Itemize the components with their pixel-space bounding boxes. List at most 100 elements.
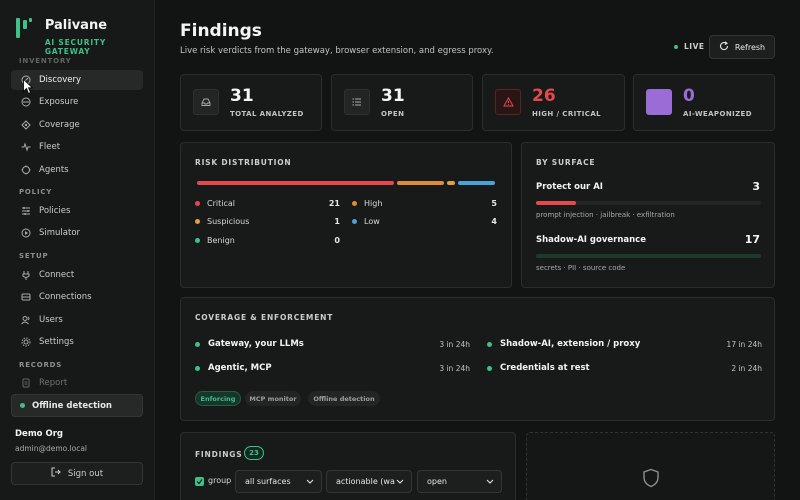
sidebar-item-report[interactable]: Report xyxy=(11,373,143,393)
sidebar-item-label: Report xyxy=(39,378,68,388)
sidebar-item-label: Users xyxy=(39,315,63,325)
live-indicator: LIVE xyxy=(674,42,705,51)
sidebar-item-users[interactable]: Users xyxy=(11,310,143,330)
mouse-cursor-icon xyxy=(23,79,33,95)
chevron-down-icon xyxy=(396,479,404,484)
stat-card-open[interactable]: 31 OPEN xyxy=(331,74,473,131)
legend-dot xyxy=(352,219,357,224)
legend-label: Benign xyxy=(207,236,235,245)
sidebar-item-fleet[interactable]: Fleet xyxy=(11,137,143,157)
stat-value: 0 xyxy=(683,86,695,106)
sign-out-label: Sign out xyxy=(67,468,104,479)
stat-label: TOTAL ANALYZED xyxy=(230,110,304,118)
coverage-item-agentic: Agentic, MCP 3 in 24h xyxy=(195,363,470,373)
legend-value: 4 xyxy=(491,217,497,226)
legend-label: Critical xyxy=(207,199,235,208)
chevron-down-icon xyxy=(306,479,314,484)
legend-item-benign: Benign 0 xyxy=(195,236,340,245)
state-filter-select[interactable]: open xyxy=(417,470,502,493)
settings-icon xyxy=(21,337,31,347)
stat-value: 31 xyxy=(230,86,254,106)
status-dot xyxy=(195,341,200,347)
surface-name-protect: Protect our AI xyxy=(536,182,603,192)
coverage-item-credentials: Credentials at rest 2 in 24h xyxy=(487,363,762,373)
surface-filter-select[interactable]: all surfaces xyxy=(235,470,322,493)
sidebar-item-policies[interactable]: Policies xyxy=(11,201,143,221)
coverage-value: 17 in 24h xyxy=(726,339,762,349)
sidebar-item-label: Exposure xyxy=(39,97,79,107)
pill-enforcing[interactable]: Enforcing xyxy=(195,391,241,406)
sidebar-item-connect[interactable]: Connect xyxy=(11,265,143,285)
check-icon xyxy=(196,479,203,485)
sidebar-item-label: Fleet xyxy=(39,142,61,152)
sidebar-item-label: Policies xyxy=(39,206,71,216)
group-checkbox[interactable] xyxy=(195,477,204,486)
sidebar-item-label: Agents xyxy=(39,165,69,175)
legend-item-critical: Critical 21 xyxy=(195,199,340,208)
sidebar-item-coverage[interactable]: Coverage xyxy=(11,115,143,135)
sidebar-item-label: Connections xyxy=(39,292,92,302)
sidebar-item-agents[interactable]: Agents xyxy=(11,160,143,180)
status-dot xyxy=(487,365,492,371)
offline-detection-label: Offline detection xyxy=(32,400,112,411)
stat-value: 26 xyxy=(532,86,556,106)
legend-value: 5 xyxy=(491,199,497,208)
sidebar-item-label: Settings xyxy=(39,337,74,347)
refresh-button[interactable]: Refresh xyxy=(709,35,775,59)
surface-fill-shadow xyxy=(536,254,761,258)
sidebar-item-exposure[interactable]: Exposure xyxy=(11,92,143,112)
sidebar-item-connections[interactable]: Connections xyxy=(11,287,143,307)
select-value: actionable (wa xyxy=(336,477,395,486)
select-value: all surfaces xyxy=(245,477,291,486)
section-label-records: RECORDS xyxy=(19,361,63,369)
stat-card-total[interactable]: 31 TOTAL ANALYZED xyxy=(180,74,322,131)
risk-bar-low xyxy=(458,181,495,185)
status-filter-select[interactable]: actionable (wa xyxy=(326,470,412,493)
sidebar-item-label: Connect xyxy=(39,270,75,280)
section-label-setup: SETUP xyxy=(19,252,49,260)
org-name: Demo Org xyxy=(15,429,63,439)
status-dot xyxy=(487,341,492,347)
stat-card-high-critical[interactable]: 26 HIGH / CRITICAL xyxy=(482,74,625,131)
legend-dot xyxy=(195,201,200,206)
org-email: admin@demo.local xyxy=(15,444,87,453)
legend-value: 21 xyxy=(328,199,340,208)
finding-detail-placeholder xyxy=(526,432,775,500)
status-dot xyxy=(195,365,200,371)
legend-item-suspicious: Suspicious 1 xyxy=(195,217,340,226)
coverage-item-shadow-ai: Shadow-AI, extension / proxy 17 in 24h xyxy=(487,339,762,349)
brand[interactable]: Palivane AI SECURITY GATEWAY xyxy=(16,18,154,56)
select-value: open xyxy=(427,477,447,486)
coverage-card: COVERAGE & ENFORCEMENT Gateway, your LLM… xyxy=(180,297,775,421)
risk-bar-critical xyxy=(197,181,394,185)
surface-fill-protect xyxy=(536,201,576,205)
coverage-value: 2 in 24h xyxy=(731,363,762,373)
brand-name: Palivane xyxy=(44,18,108,33)
sidebar-item-settings[interactable]: Settings xyxy=(11,332,143,352)
pill-mcp-monitor[interactable]: MCP monitor xyxy=(245,391,301,406)
refresh-label: Refresh xyxy=(734,42,766,52)
shield-icon xyxy=(643,468,659,488)
pill-offline-detection[interactable]: Offline detection xyxy=(308,391,380,406)
sidebar-item-label: Simulator xyxy=(39,228,81,238)
legend-label: Suspicious xyxy=(207,217,250,226)
sign-out-icon xyxy=(51,467,61,480)
coverage-value: 3 in 24h xyxy=(439,363,470,373)
exposure-icon xyxy=(21,97,31,107)
card-title: RISK DISTRIBUTION xyxy=(195,158,292,167)
sidebar: Palivane AI SECURITY GATEWAY INVENTORY D… xyxy=(0,0,155,500)
sidebar-item-label: Coverage xyxy=(39,120,80,130)
brand-logo-icon xyxy=(16,18,32,40)
surface-value-protect: 3 xyxy=(752,180,760,193)
sign-out-button[interactable]: Sign out xyxy=(11,462,143,485)
offline-detection-status[interactable]: Offline detection xyxy=(11,394,143,417)
legend-dot xyxy=(352,201,357,206)
sidebar-item-simulator[interactable]: Simulator xyxy=(11,223,143,243)
card-title: FINDINGS xyxy=(195,450,243,459)
policies-icon xyxy=(21,206,31,216)
stat-card-ai-weaponized[interactable]: 0 AI-WEAPONIZED xyxy=(633,74,775,131)
legend-dot xyxy=(195,238,200,243)
legend-item-low: Low 4 xyxy=(352,217,497,226)
coverage-icon xyxy=(21,120,31,130)
legend-label: Low xyxy=(364,217,380,226)
